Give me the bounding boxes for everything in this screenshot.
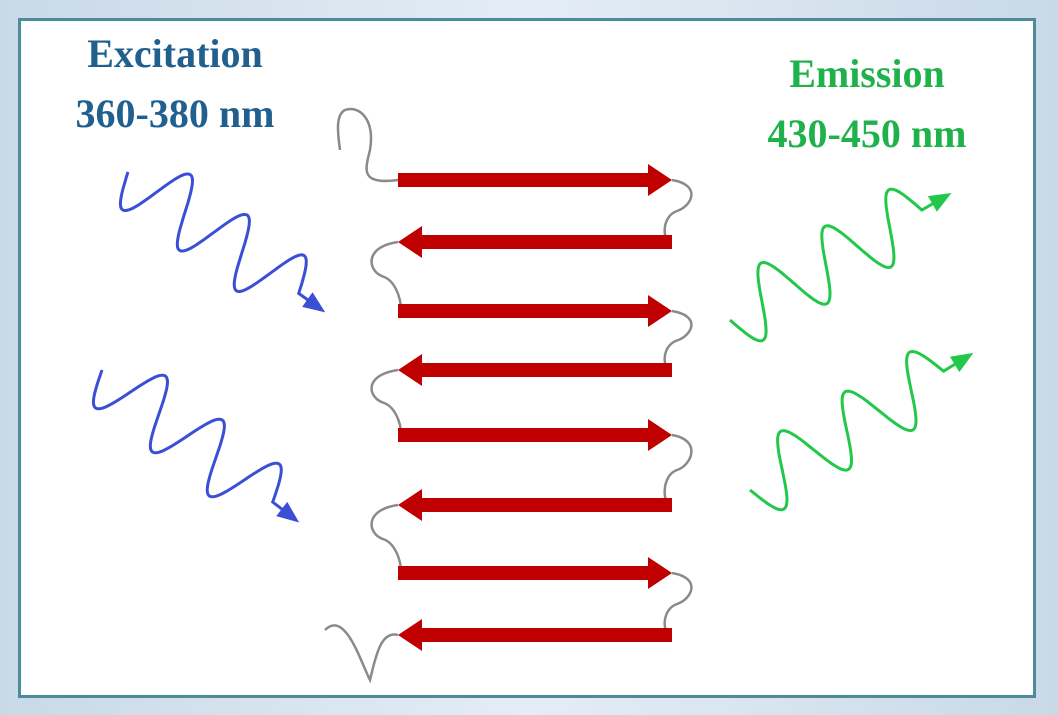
strand-loop [665,180,692,242]
strand-tail [325,625,398,680]
wave [93,370,296,520]
strand-loop [372,370,401,435]
strand-arrow [398,419,672,451]
wave-arrowhead [276,502,299,523]
strand-loop [665,435,692,505]
wave [730,189,948,341]
strand-arrow [398,164,672,196]
strand-arrow [398,557,672,589]
strand-arrow [398,295,672,327]
beta-strands [398,164,672,651]
wave [120,172,322,310]
strand-arrow [398,354,672,386]
strand-arrow [398,489,672,521]
strand-loop [372,505,401,573]
wave-arrowhead [928,193,952,212]
strand-arrow [398,619,672,651]
strand-loop [665,573,692,635]
light-waves [93,172,973,522]
strand-arrow [398,226,672,258]
emission-label: Emission [789,51,945,96]
strand-loop [665,311,692,370]
diagram: Excitation 360-380 nm Emission 430-450 n… [0,0,1058,715]
excitation-label: Excitation [87,31,263,76]
strand-tail [338,109,398,181]
strand-loop [372,242,401,311]
wave [750,352,970,510]
wave-arrowhead [302,292,325,312]
wave-arrowhead [950,353,973,372]
emission-range: 430-450 nm [768,111,967,156]
excitation-range: 360-380 nm [76,91,275,136]
strand-loops [325,109,691,680]
page: Excitation 360-380 nm Emission 430-450 n… [0,0,1058,715]
